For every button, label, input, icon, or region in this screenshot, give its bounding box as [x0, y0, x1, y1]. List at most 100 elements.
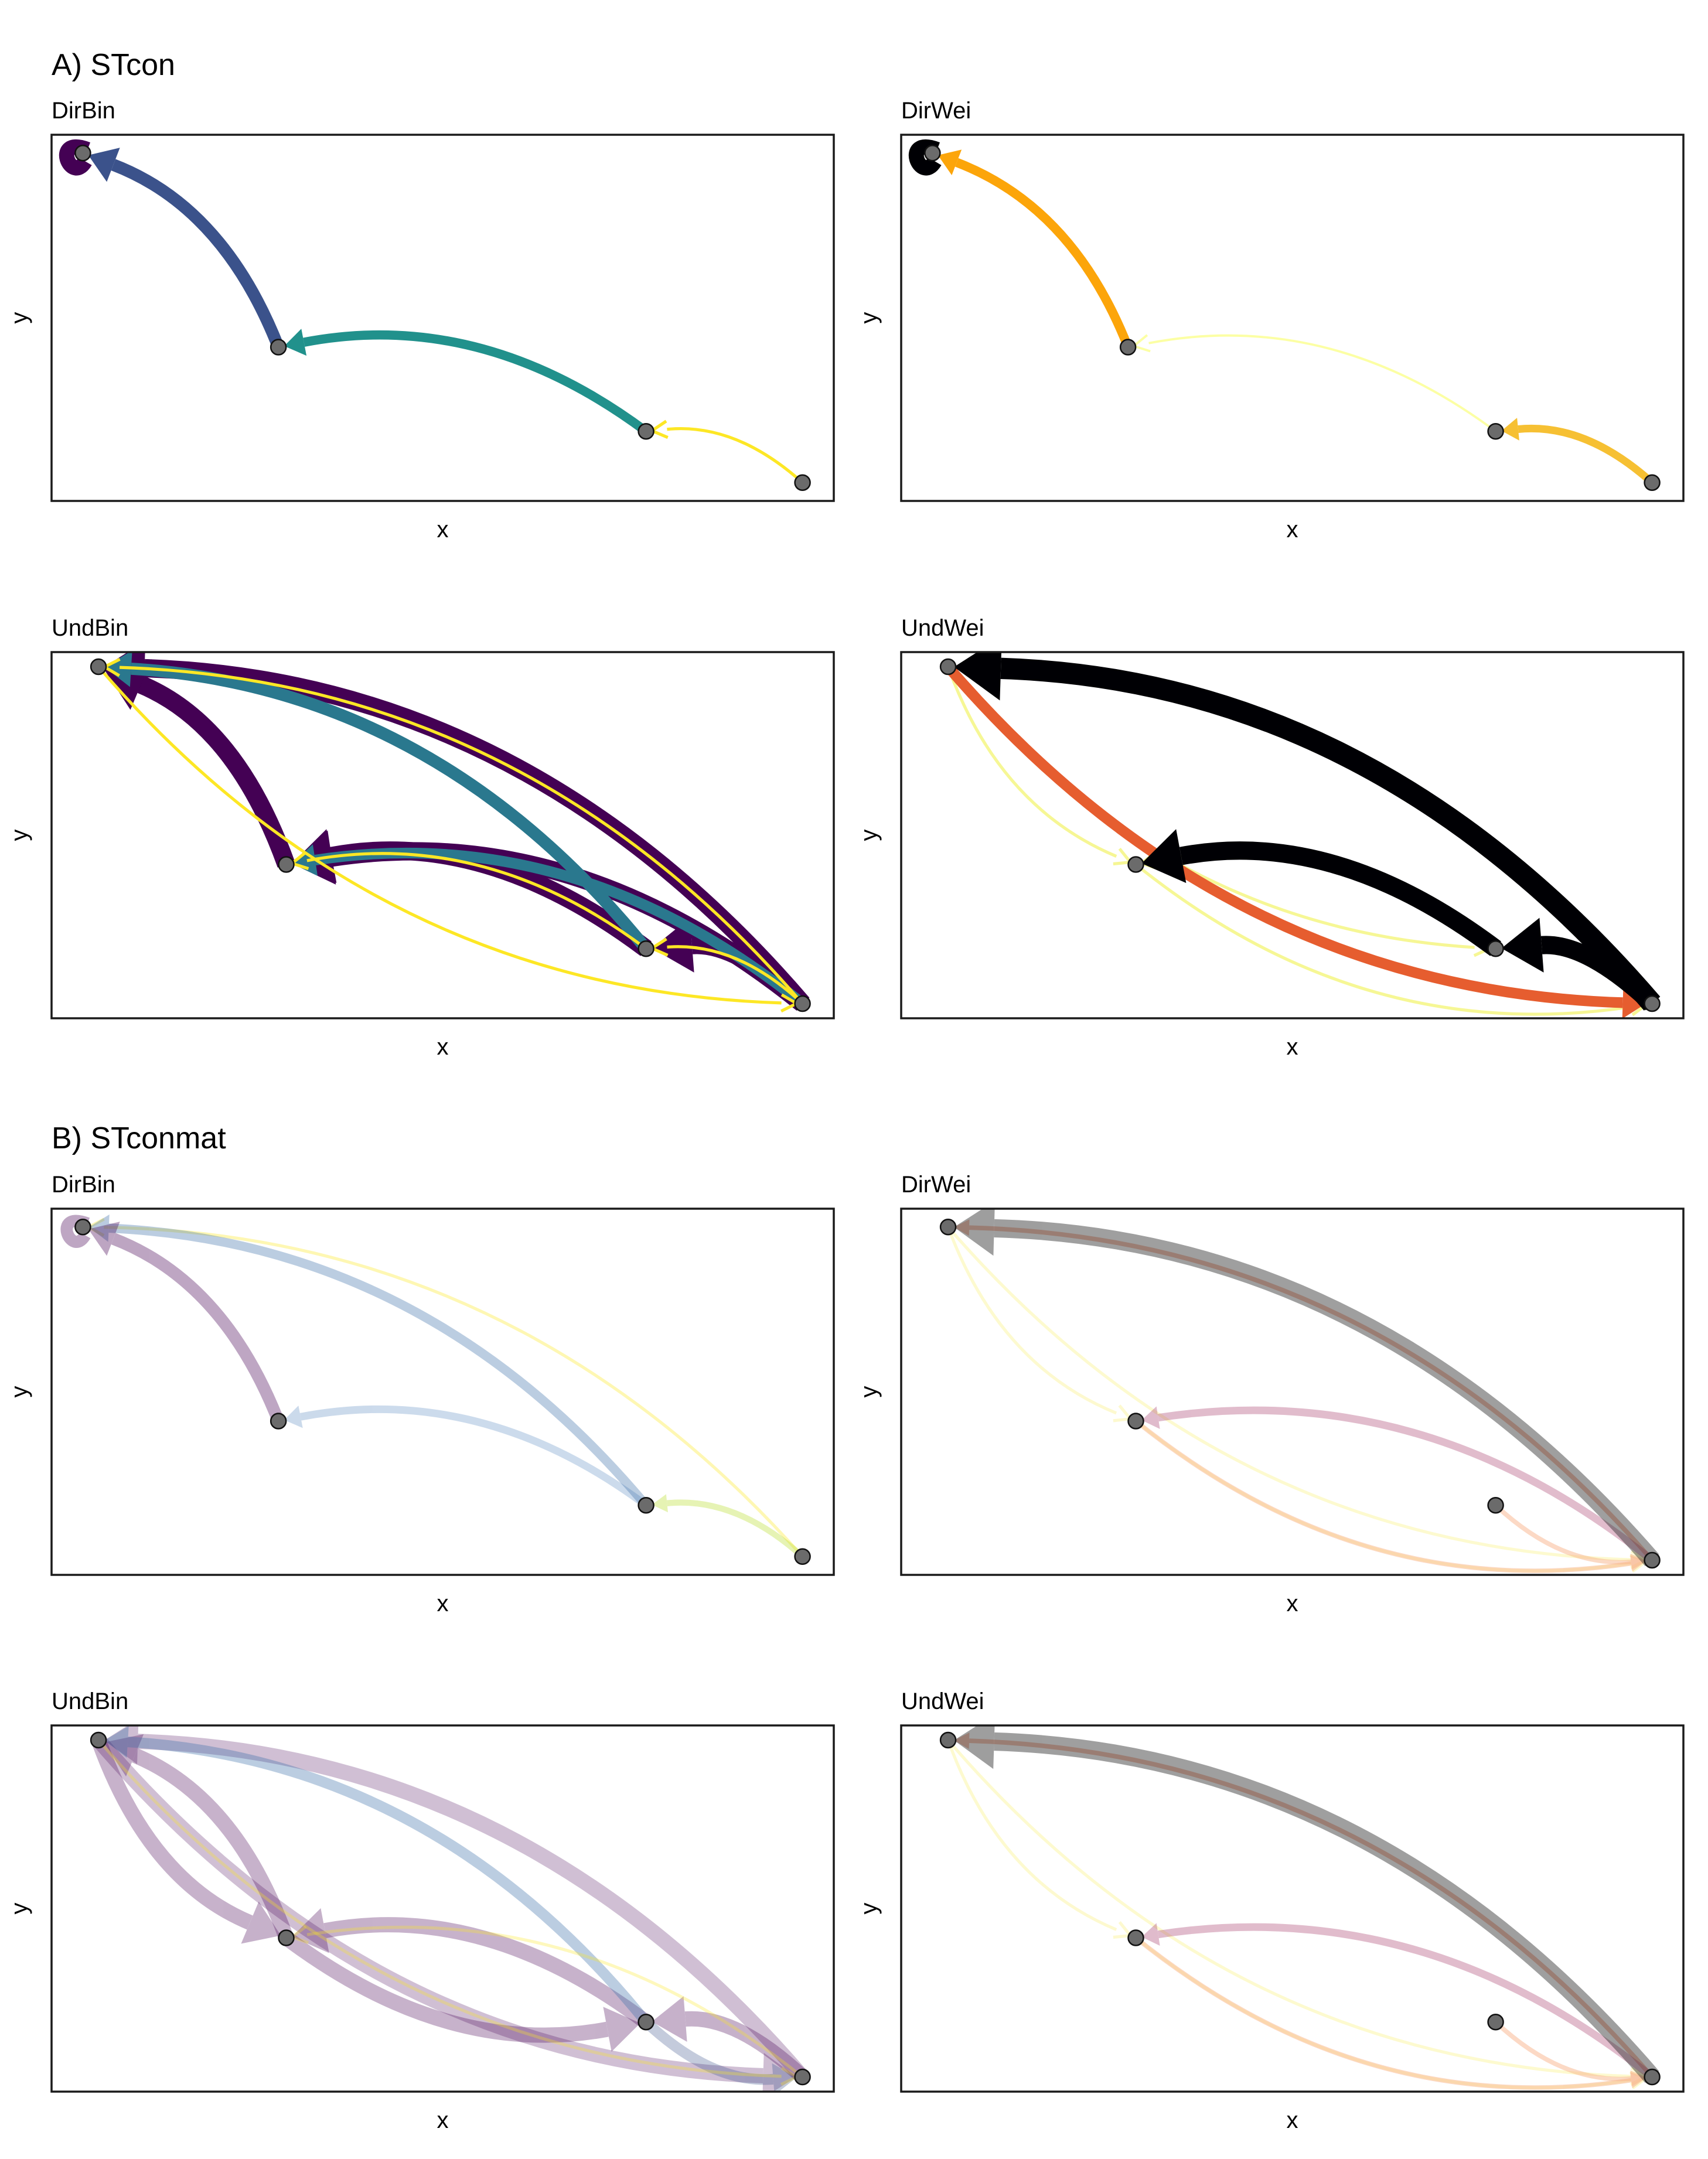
plot-frame	[900, 134, 1685, 502]
network-node	[939, 1731, 957, 1749]
edge-layer	[60, 1214, 805, 1559]
network-node	[794, 995, 811, 1012]
plot-frame	[50, 1208, 835, 1576]
x-axis-label: x	[1287, 517, 1298, 543]
network-edge	[88, 148, 284, 350]
network-node	[939, 1219, 957, 1236]
network-edge	[947, 1226, 1650, 1570]
network-edge	[642, 2018, 797, 2092]
network-edge	[88, 1222, 284, 1424]
plot-frame	[50, 1724, 835, 2093]
network-edge	[104, 1725, 809, 2082]
network-node	[74, 145, 91, 162]
network-edge	[1131, 334, 1496, 432]
network-node	[1644, 474, 1661, 491]
network-edge	[104, 1734, 294, 1940]
network-edge	[88, 1214, 650, 1509]
network-edge	[954, 1725, 1659, 2083]
network-edge	[947, 1739, 1650, 2086]
y-axis-label: y	[856, 1903, 882, 1915]
network-edge	[1141, 1406, 1655, 1564]
panel-title: UndBin	[52, 615, 128, 641]
y-axis-label: y	[856, 1386, 882, 1398]
network-node	[637, 1497, 654, 1514]
network-edge	[1134, 1936, 1646, 2090]
network-edge	[1141, 1923, 1655, 2080]
network-node	[270, 1413, 287, 1430]
x-axis-label: x	[437, 517, 449, 543]
network-node	[74, 1219, 91, 1236]
network-node	[924, 145, 941, 162]
y-axis-label: y	[856, 312, 882, 324]
panel-title: UndWei	[901, 615, 984, 641]
network-edge	[284, 1405, 649, 1509]
x-axis-label: x	[1287, 2107, 1298, 2133]
panel-title: UndWei	[901, 1689, 984, 1714]
network-panel: UndWei x y	[856, 1689, 1685, 2133]
network-edge	[1141, 829, 1501, 956]
network-node	[794, 2068, 811, 2086]
network-node	[1487, 1497, 1504, 1514]
panel-title: DirBin	[52, 98, 115, 124]
edge-layer	[944, 652, 1661, 1018]
edge-layer	[946, 1725, 1659, 2090]
network-edge	[954, 1732, 1654, 2079]
plot-frame	[900, 1724, 1685, 2093]
panel-title: DirBin	[52, 1172, 115, 1198]
section-title-a: A) STcon	[52, 48, 175, 82]
panel-title: UndBin	[52, 1689, 128, 1714]
network-node	[1487, 940, 1504, 957]
network-node	[794, 1548, 811, 1565]
plot-frame	[900, 651, 1685, 1019]
network-panel: DirBin x y	[6, 1172, 835, 1616]
plot-frame	[50, 651, 835, 1019]
x-axis-label: x	[437, 2107, 449, 2133]
network-edge	[292, 1908, 651, 2028]
network-node	[794, 474, 811, 491]
network-node	[1487, 423, 1504, 440]
network-edge	[652, 1494, 805, 1559]
y-axis-label: y	[6, 312, 32, 324]
network-panel: UndWei x y	[856, 615, 1685, 1060]
panel-title: DirWei	[901, 1172, 971, 1198]
network-node	[1644, 1551, 1661, 1569]
network-edge	[104, 1725, 650, 2025]
y-axis-label: y	[6, 1386, 32, 1398]
network-edge	[937, 149, 1133, 349]
plot-frame	[900, 1208, 1685, 1576]
network-edge	[93, 1735, 797, 2092]
network-node	[1644, 995, 1661, 1012]
plot-frame	[50, 134, 835, 502]
network-node	[90, 658, 107, 676]
y-axis-label: y	[6, 830, 32, 841]
network-edge	[954, 1209, 1659, 1567]
network-node	[1127, 856, 1144, 873]
network-panel: UndBin x y	[6, 1689, 835, 2133]
network-edge	[284, 329, 649, 435]
network-node	[637, 2014, 654, 2031]
network-panel: DirBin x y	[6, 98, 835, 543]
network-edge	[908, 139, 942, 176]
x-axis-label: x	[437, 1034, 449, 1060]
network-node	[278, 856, 295, 873]
network-node	[1119, 339, 1137, 356]
y-axis-label: y	[6, 1903, 32, 1915]
section-title-b: B) STconmat	[52, 1121, 226, 1155]
network-edge	[1501, 918, 1659, 1011]
edge-layer	[908, 139, 1655, 486]
network-edge	[60, 1215, 91, 1248]
network-node	[637, 940, 654, 957]
network-node	[90, 1731, 107, 1749]
network-edge	[1134, 1419, 1646, 1573]
network-edge	[954, 1219, 1654, 1562]
network-panel: UndBin x y	[6, 615, 835, 1060]
network-edge	[954, 652, 1661, 1011]
network-edge	[1501, 418, 1655, 486]
network-node	[278, 1929, 295, 1946]
network-edge	[281, 1932, 640, 2052]
network-panel: DirWei x y	[856, 1172, 1685, 1616]
network-edge	[1134, 1420, 1650, 1573]
edge-layer	[59, 139, 804, 484]
y-axis-label: y	[856, 830, 882, 841]
